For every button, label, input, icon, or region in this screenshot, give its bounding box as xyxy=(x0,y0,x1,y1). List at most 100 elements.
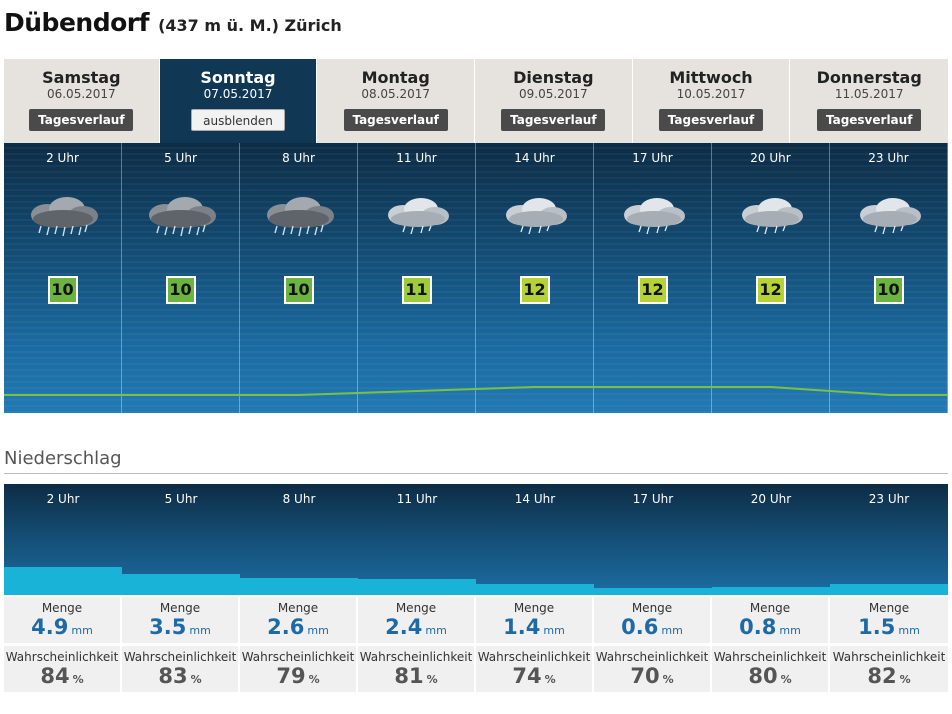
probability-unit: % xyxy=(190,673,202,686)
day-tab-sonntag[interactable]: Sonntag 07.05.2017 ausblenden xyxy=(159,59,318,143)
forecast-time: 8 Uhr xyxy=(282,151,315,165)
amount-value: 1.5 xyxy=(858,615,896,639)
precip-time: 8 Uhr xyxy=(282,492,316,506)
forecast-column: 17 Uhr 12 xyxy=(594,143,712,413)
day-tabs: Samstag 06.05.2017 Tagesverlauf Sonntag … xyxy=(4,59,949,143)
amount-value: 0.6 xyxy=(621,615,659,639)
tagesverlauf-button[interactable]: Tagesverlauf xyxy=(501,109,606,131)
precip-column: 14 Uhr xyxy=(476,484,594,595)
probability-cell: Wahrscheinlichkeit 83% xyxy=(122,646,238,692)
forecast-time: 23 Uhr xyxy=(868,151,909,165)
precip-stat-column: Menge 2.4 mm Wahrscheinlichkeit 81% xyxy=(358,597,476,695)
day-tab-mittwoch[interactable]: Mittwoch 10.05.2017 Tagesverlauf xyxy=(632,59,791,143)
amount-unit: mm xyxy=(71,624,93,637)
amount-cell: Menge 1.5 mm xyxy=(830,597,948,643)
forecast-column: 20 Uhr 12 xyxy=(712,143,830,413)
precip-bar xyxy=(712,587,830,595)
amount-label: Menge xyxy=(277,601,319,615)
amount-cell: Menge 2.4 mm xyxy=(358,597,474,643)
forecast-time: 11 Uhr xyxy=(396,151,437,165)
forecast-time: 2 Uhr xyxy=(46,151,79,165)
probability-cell: Wahrscheinlichkeit 74% xyxy=(476,646,592,692)
ausblenden-button[interactable]: ausblenden xyxy=(191,109,285,131)
forecast-time: 20 Uhr xyxy=(750,151,791,165)
forecast-column: 11 Uhr 11 xyxy=(358,143,476,413)
probability-label: Wahrscheinlichkeit xyxy=(5,650,119,664)
amount-unit: mm xyxy=(661,624,683,637)
precipitation-stats: Menge 4.9 mm Wahrscheinlichkeit 84% Menge… xyxy=(4,597,948,695)
probability-cell: Wahrscheinlichkeit 70% xyxy=(594,646,710,692)
probability-unit: % xyxy=(780,673,792,686)
location-title: Dübendorf (437 m ü. M.) Zürich xyxy=(4,8,342,37)
precip-stat-column: Menge 0.8 mm Wahrscheinlichkeit 80% xyxy=(712,597,830,695)
tagesverlauf-button[interactable]: Tagesverlauf xyxy=(659,109,764,131)
amount-unit: mm xyxy=(898,624,920,637)
city-name: Dübendorf xyxy=(4,8,149,37)
day-name: Dienstag xyxy=(513,68,594,87)
forecast-column: 2 Uhr 10 xyxy=(4,143,122,413)
section-divider xyxy=(4,473,948,474)
tagesverlauf-button[interactable]: Tagesverlauf xyxy=(817,109,922,131)
temperature-badge: 10 xyxy=(873,276,904,304)
probability-label: Wahrscheinlichkeit xyxy=(359,650,473,664)
probability-label: Wahrscheinlichkeit xyxy=(713,650,827,664)
amount-label: Menge xyxy=(159,601,201,615)
precip-column: 17 Uhr xyxy=(594,484,712,595)
light-rain-cloud-icon xyxy=(731,195,811,241)
heavy-rain-cloud-icon xyxy=(141,195,221,241)
amount-label: Menge xyxy=(513,601,555,615)
probability-label: Wahrscheinlichkeit xyxy=(123,650,237,664)
day-tab-montag[interactable]: Montag 08.05.2017 Tagesverlauf xyxy=(317,59,476,143)
forecast-time: 17 Uhr xyxy=(632,151,673,165)
probability-unit: % xyxy=(308,673,320,686)
precip-column: 11 Uhr xyxy=(358,484,476,595)
day-tab-donnerstag[interactable]: Donnerstag 11.05.2017 Tagesverlauf xyxy=(790,59,949,143)
amount-label: Menge xyxy=(395,601,437,615)
probability-value: 84 xyxy=(40,664,70,688)
probability-value: 82 xyxy=(867,664,897,688)
precip-stat-column: Menge 4.9 mm Wahrscheinlichkeit 84% xyxy=(4,597,122,695)
precip-column: 23 Uhr xyxy=(830,484,948,595)
probability-unit: % xyxy=(426,673,438,686)
precip-bar xyxy=(4,567,122,595)
precip-column: 5 Uhr xyxy=(122,484,240,595)
amount-value: 2.6 xyxy=(267,615,305,639)
precip-time: 23 Uhr xyxy=(868,492,910,506)
day-date: 10.05.2017 xyxy=(676,87,746,101)
temperature-badge: 10 xyxy=(165,276,196,304)
precip-time: 20 Uhr xyxy=(750,492,792,506)
day-name: Montag xyxy=(361,68,430,87)
light-rain-cloud-icon xyxy=(613,195,693,241)
day-date: 11.05.2017 xyxy=(834,87,904,101)
probability-cell: Wahrscheinlichkeit 81% xyxy=(358,646,474,692)
tagesverlauf-button[interactable]: Tagesverlauf xyxy=(29,109,134,131)
amount-value: 2.4 xyxy=(385,615,423,639)
probability-label: Wahrscheinlichkeit xyxy=(477,650,591,664)
day-tab-samstag[interactable]: Samstag 06.05.2017 Tagesverlauf xyxy=(4,59,160,143)
tagesverlauf-button[interactable]: Tagesverlauf xyxy=(343,109,448,131)
probability-cell: Wahrscheinlichkeit 82% xyxy=(830,646,948,692)
probability-value: 83 xyxy=(158,664,188,688)
precip-bar xyxy=(122,574,240,595)
day-date: 07.05.2017 xyxy=(203,87,273,101)
heavy-rain-cloud-icon xyxy=(259,195,339,241)
location-meta: (437 m ü. M.) Zürich xyxy=(158,16,342,35)
day-name: Mittwoch xyxy=(669,68,753,87)
amount-unit: mm xyxy=(307,624,329,637)
probability-value: 80 xyxy=(748,664,778,688)
heavy-rain-cloud-icon xyxy=(23,195,103,241)
forecast-time: 14 Uhr xyxy=(514,151,555,165)
probability-label: Wahrscheinlichkeit xyxy=(241,650,355,664)
temperature-badge: 10 xyxy=(47,276,78,304)
precip-stat-column: Menge 3.5 mm Wahrscheinlichkeit 83% xyxy=(122,597,240,695)
probability-value: 81 xyxy=(394,664,424,688)
precip-stat-column: Menge 1.5 mm Wahrscheinlichkeit 82% xyxy=(830,597,948,695)
day-tab-dienstag[interactable]: Dienstag 09.05.2017 Tagesverlauf xyxy=(475,59,633,143)
precip-stat-column: Menge 0.6 mm Wahrscheinlichkeit 70% xyxy=(594,597,712,695)
precip-stat-column: Menge 2.6 mm Wahrscheinlichkeit 79% xyxy=(240,597,358,695)
probability-label: Wahrscheinlichkeit xyxy=(832,650,946,664)
amount-unit: mm xyxy=(779,624,801,637)
day-name: Samstag xyxy=(42,68,121,87)
precip-time: 5 Uhr xyxy=(164,492,198,506)
amount-cell: Menge 1.4 mm xyxy=(476,597,592,643)
